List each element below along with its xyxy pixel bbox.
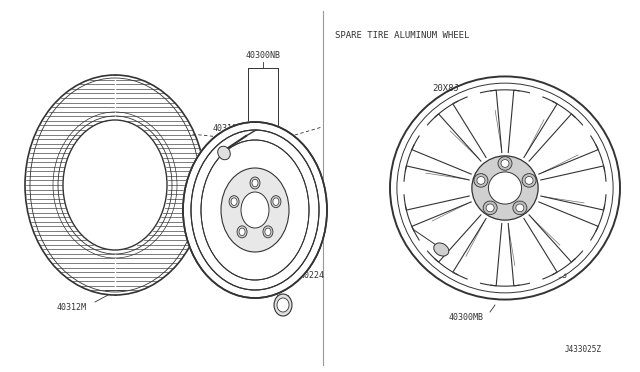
- Ellipse shape: [218, 146, 230, 160]
- Ellipse shape: [513, 201, 527, 215]
- Ellipse shape: [501, 160, 509, 167]
- Ellipse shape: [516, 204, 524, 212]
- Ellipse shape: [263, 226, 273, 238]
- Ellipse shape: [252, 179, 258, 187]
- Ellipse shape: [498, 157, 512, 170]
- Ellipse shape: [229, 196, 239, 208]
- Ellipse shape: [277, 298, 289, 312]
- Ellipse shape: [477, 177, 485, 184]
- Ellipse shape: [474, 174, 488, 187]
- Ellipse shape: [182, 121, 328, 299]
- Ellipse shape: [239, 228, 245, 235]
- Ellipse shape: [250, 177, 260, 189]
- Ellipse shape: [486, 204, 494, 212]
- Text: 40224: 40224: [300, 270, 325, 279]
- Ellipse shape: [271, 196, 281, 208]
- Text: 40300MB: 40300MB: [449, 314, 483, 323]
- Ellipse shape: [237, 226, 247, 238]
- Ellipse shape: [434, 243, 449, 256]
- Ellipse shape: [488, 172, 522, 204]
- Ellipse shape: [472, 156, 538, 220]
- Ellipse shape: [525, 177, 533, 184]
- Text: 40312M: 40312M: [57, 304, 87, 312]
- Text: J433025Z: J433025Z: [565, 346, 602, 355]
- Ellipse shape: [64, 121, 166, 249]
- Text: 40300NB: 40300NB: [246, 51, 280, 60]
- Ellipse shape: [398, 84, 612, 292]
- Text: 40353: 40353: [543, 270, 568, 279]
- Ellipse shape: [483, 201, 497, 215]
- Ellipse shape: [522, 174, 536, 187]
- Ellipse shape: [265, 228, 271, 235]
- Text: SPARE TIRE ALUMINUM WHEEL: SPARE TIRE ALUMINUM WHEEL: [335, 31, 469, 39]
- Ellipse shape: [274, 294, 292, 316]
- Ellipse shape: [273, 198, 279, 205]
- Ellipse shape: [221, 168, 289, 252]
- Text: 40311: 40311: [213, 124, 238, 132]
- Text: 20X8J: 20X8J: [432, 83, 459, 93]
- Ellipse shape: [231, 198, 237, 205]
- Ellipse shape: [241, 192, 269, 228]
